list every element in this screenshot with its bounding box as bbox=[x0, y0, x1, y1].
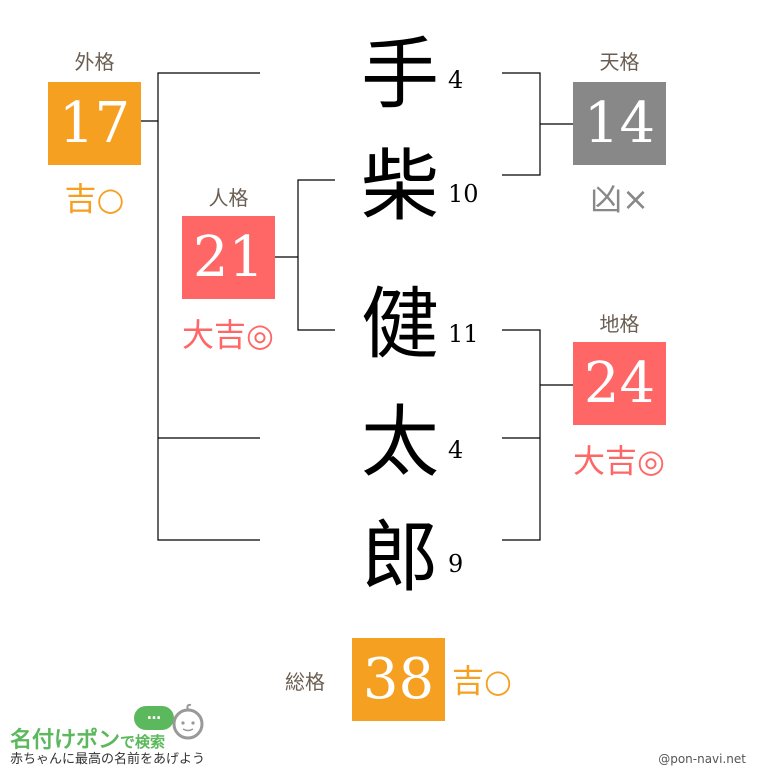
jinkaku-value: 21 bbox=[182, 216, 275, 299]
gaikaku-bracket bbox=[141, 72, 260, 541]
site-credit: @pon-navi.net bbox=[658, 752, 746, 766]
logo-suffix: で検索 bbox=[120, 733, 166, 751]
soukaku-value: 38 bbox=[352, 638, 445, 721]
chikaku-label: 地格 bbox=[599, 312, 640, 336]
tenkaku-value: 14 bbox=[573, 82, 666, 165]
logo-main-text: 名付けポン bbox=[10, 728, 121, 753]
name-char: 郎 bbox=[360, 513, 439, 603]
name-char: 手 bbox=[360, 30, 439, 120]
tenkaku-verdict: 凶× bbox=[590, 180, 649, 218]
jinkaku-label: 人格 bbox=[208, 186, 249, 210]
chikaku-bracket bbox=[502, 329, 573, 541]
stroke-count: 9 bbox=[448, 550, 464, 578]
jinkaku-bracket bbox=[275, 179, 335, 331]
soukaku-label: 総格 bbox=[285, 670, 325, 694]
gaikaku-label: 外格 bbox=[74, 50, 115, 74]
chikaku-verdict: 大吉◎ bbox=[573, 442, 665, 480]
soukaku-verdict: 吉○ bbox=[452, 662, 512, 700]
stroke-count: 10 bbox=[448, 180, 479, 208]
name-char: 健 bbox=[360, 280, 439, 370]
jinkaku-verdict: 大吉◎ bbox=[182, 316, 274, 354]
logo: 名付けポンで検索 bbox=[10, 722, 165, 754]
name-char: 柴 bbox=[360, 142, 439, 232]
tagline: 赤ちゃんに最高の名前をあげよう bbox=[10, 752, 206, 767]
stroke-count: 4 bbox=[448, 66, 464, 94]
chikaku-value: 24 bbox=[573, 342, 666, 425]
tenkaku-label: 天格 bbox=[599, 50, 640, 74]
speech-bubble-icon: … bbox=[134, 706, 174, 730]
stroke-count: 4 bbox=[448, 436, 464, 464]
gaikaku-verdict: 吉○ bbox=[64, 180, 125, 218]
name-char: 太 bbox=[360, 398, 439, 488]
gaikaku-value: 17 bbox=[48, 82, 141, 165]
tenkaku-bracket bbox=[502, 72, 573, 176]
baby-face-icon bbox=[172, 703, 204, 740]
stroke-count: 11 bbox=[448, 320, 479, 348]
